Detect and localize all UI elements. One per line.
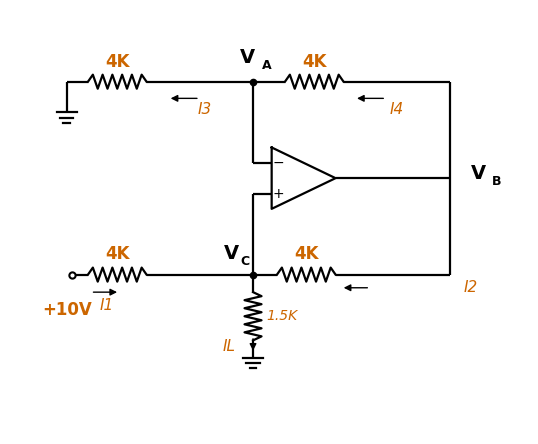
Text: 4K: 4K — [294, 245, 318, 262]
Text: 4K: 4K — [105, 245, 130, 262]
Text: I1: I1 — [100, 298, 114, 313]
Text: +10V: +10V — [42, 301, 91, 319]
Text: V: V — [471, 164, 486, 183]
Text: 1.5K: 1.5K — [266, 309, 298, 323]
Text: I2: I2 — [463, 280, 478, 295]
Text: A: A — [261, 59, 271, 71]
Text: V: V — [240, 48, 255, 67]
Text: B: B — [492, 175, 501, 188]
Text: C: C — [240, 255, 250, 268]
Text: 4K: 4K — [105, 53, 130, 71]
Text: I4: I4 — [390, 102, 404, 117]
Text: V: V — [224, 244, 239, 263]
Text: I3: I3 — [198, 102, 212, 117]
Text: IL: IL — [223, 340, 236, 354]
Text: 4K: 4K — [302, 53, 327, 71]
Text: −: − — [272, 156, 284, 170]
Text: +: + — [272, 186, 284, 201]
